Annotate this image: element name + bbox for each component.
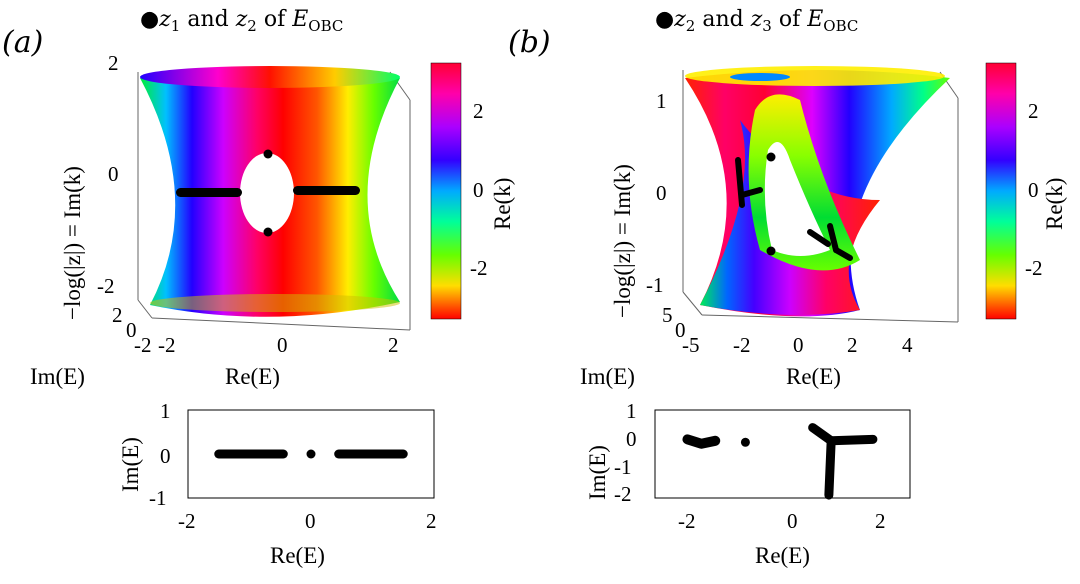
panel-a-x-tick-2: 2 (388, 333, 399, 357)
spectrum-b-branch-2 (824, 436, 836, 500)
spectrum-b-branch-1 (826, 434, 878, 446)
panel-b-colorbar-tick-0: 0 (1028, 178, 1039, 202)
panel-a-y-tick-2: 2 (112, 303, 123, 327)
panel-a: (a) ●z1 and z2 of EOBC 2 0 (2, 7, 515, 568)
panel-b-spectrum-ytick-m2: -2 (614, 482, 632, 506)
panel-b-label: (b) (508, 25, 551, 60)
svg-text:−log(|z|) = Im(k): −log(|z|) = Im(k) (60, 166, 85, 320)
panel-a-y-tick-m2: -2 (134, 333, 152, 357)
panel-b-colorbar-tick-m2: -2 (1025, 256, 1043, 280)
panel-b-y-tick-0: 0 (675, 318, 686, 342)
svg-text:Re(k): Re(k) (1042, 178, 1067, 230)
panel-a-spectrum-xtick-0: 0 (305, 509, 316, 533)
panel-a-title: ●z1 and z2 of EOBC (140, 7, 343, 35)
panel-b-title: ●z2 and z3 of EOBC (655, 7, 858, 35)
panel-b-x-tick-4: 4 (902, 333, 913, 357)
panel-b-colorbar-label: Re(k) (1042, 178, 1067, 230)
spectrum-a-point-0 (306, 449, 316, 459)
panel-a-z-tick-top: 2 (108, 51, 119, 75)
panel-b-x-label: Re(E) (786, 364, 841, 389)
panel-a-label: (a) (2, 25, 43, 60)
panel-b-surface (685, 66, 950, 317)
panel-b-z-tick-m1: -1 (646, 273, 664, 297)
panel-b-x-tick-0: 0 (793, 333, 804, 357)
panel-a-spectrum-ytick-1: 1 (160, 399, 171, 423)
panel-a-y-label: Im(E) (30, 364, 85, 389)
panel-b-spectrum (654, 409, 911, 500)
panel-a-z-tick-bottom: -2 (97, 274, 115, 298)
panel-b-spectrum-xtick-m2: -2 (678, 509, 696, 533)
panel-a-colorbar-label: Re(k) (490, 178, 515, 230)
panel-a-z-tick-mid: 0 (108, 162, 119, 186)
svg-text:−log(|z|) = Im(k): −log(|z|) = Im(k) (610, 164, 635, 318)
svg-text:Im(E): Im(E) (585, 445, 610, 500)
svg-text:Re(k): Re(k) (490, 178, 515, 230)
panel-b-spectrum-xtick-2: 2 (875, 509, 886, 533)
panel-b-obc-dot-bottom (766, 246, 776, 256)
panel-b-spectrum-ytick-1: 1 (626, 399, 637, 423)
panel-a-spectrum-ytick-0: 0 (160, 444, 171, 468)
panel-b-y-label: Im(E) (580, 364, 635, 389)
panel-b-spectrum-frame (654, 409, 911, 499)
panel-a-spectrum-frame (187, 409, 435, 499)
panel-b-spectrum-xtick-0: 0 (787, 509, 798, 533)
panel-a-surface (140, 66, 400, 317)
panel-b-obc-points (735, 157, 853, 261)
spectrum-b-point-0 (740, 437, 750, 447)
panel-b: (b) ●z2 and z3 of EOBC (508, 7, 1067, 568)
panel-a-spectrum (187, 409, 435, 499)
panel-b-spectrum-ytick-m1: -1 (614, 455, 632, 479)
panel-a-x-label: Re(E) (225, 364, 280, 389)
svg-text:Im(E): Im(E) (118, 437, 143, 492)
panel-a-obc-points (176, 149, 360, 237)
panel-a-colorbar-tick-2: 2 (473, 99, 484, 123)
panel-a-spectrum-xlabel: Re(E) (270, 543, 325, 568)
panel-b-spectrum-xlabel: Re(E) (755, 543, 810, 568)
panel-b-spectrum-ytick-0: 0 (626, 427, 637, 451)
panel-b-colorbar (985, 62, 1017, 320)
panel-a-spectrum-ylabel: Im(E) (118, 437, 143, 492)
panel-b-y-tick-5: 5 (662, 303, 673, 327)
panel-a-y-tick-0: 0 (126, 318, 137, 342)
panel-a-x-tick-m2: -2 (158, 333, 176, 357)
panel-b-x-tick-2: 2 (847, 333, 858, 357)
panel-a-colorbar-tick-0: 0 (473, 178, 484, 202)
spectrum-b-cluster (682, 434, 721, 449)
panel-b-spectrum-ylabel: Im(E) (585, 445, 610, 500)
panel-b-obc-dot-top (766, 152, 776, 162)
panel-a-spectrum-xtick-2: 2 (426, 509, 437, 533)
panel-b-colorbar-tick-2: 2 (1028, 99, 1039, 123)
panel-b-z-tick-0: 0 (656, 181, 667, 205)
panel-b-x-tick-m5: -5 (682, 333, 700, 357)
panel-b-z-tick-1: 1 (656, 89, 667, 113)
panel-a-spectrum-ytick-m1: -1 (149, 486, 167, 510)
panel-b-z-label: −log(|z|) = Im(k) (610, 164, 635, 318)
panel-a-z-label: −log(|z|) = Im(k) (60, 166, 85, 320)
panel-a-colorbar (430, 62, 462, 320)
panel-a-spectrum-xtick-m2: -2 (178, 509, 196, 533)
panel-a-x-tick-0: 0 (277, 333, 288, 357)
panel-b-x-tick-m2: -2 (733, 333, 751, 357)
panel-a-colorbar-tick-m2: -2 (470, 256, 488, 280)
